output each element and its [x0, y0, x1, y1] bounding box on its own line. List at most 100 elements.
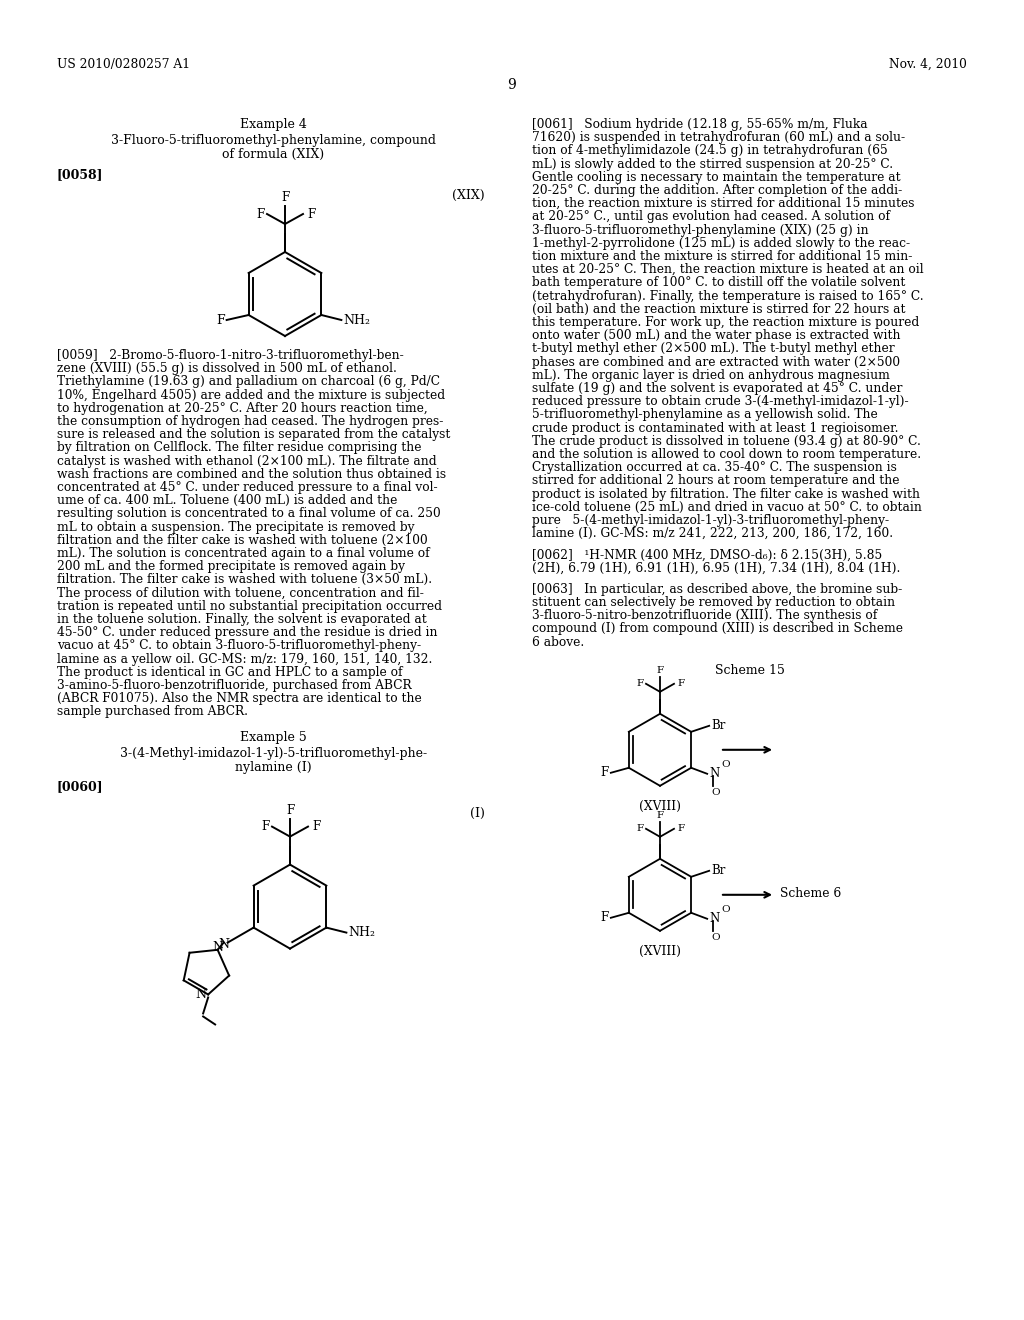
Text: Crystallization occurred at ca. 35-40° C. The suspension is: Crystallization occurred at ca. 35-40° C…	[532, 461, 897, 474]
Text: F: F	[637, 680, 644, 688]
Text: Gentle cooling is necessary to maintain the temperature at: Gentle cooling is necessary to maintain …	[532, 170, 901, 183]
Text: sulfate (19 g) and the solvent is evaporated at 45° C. under: sulfate (19 g) and the solvent is evapor…	[532, 381, 902, 395]
Text: of formula (XIX): of formula (XIX)	[222, 148, 325, 161]
Text: filtration. The filter cake is washed with toluene (3×50 mL).: filtration. The filter cake is washed wi…	[57, 573, 432, 586]
Text: catalyst is washed with ethanol (2×100 mL). The filtrate and: catalyst is washed with ethanol (2×100 m…	[57, 454, 436, 467]
Text: F: F	[216, 314, 224, 326]
Text: [0063]   In particular, as described above, the bromine sub-: [0063] In particular, as described above…	[532, 583, 902, 595]
Text: (XIX): (XIX)	[453, 189, 485, 202]
Text: this temperature. For work up, the reaction mixture is poured: this temperature. For work up, the react…	[532, 315, 920, 329]
Text: nylamine (I): nylamine (I)	[236, 760, 312, 774]
Text: tion, the reaction mixture is stirred for additional 15 minutes: tion, the reaction mixture is stirred fo…	[532, 197, 914, 210]
Text: Scheme 6: Scheme 6	[780, 887, 842, 900]
Text: [0061]   Sodium hydride (12.18 g, 55-65% m/m, Fluka: [0061] Sodium hydride (12.18 g, 55-65% m…	[532, 117, 867, 131]
Text: to hydrogenation at 20-25° C. After 20 hours reaction time,: to hydrogenation at 20-25° C. After 20 h…	[57, 401, 428, 414]
Text: stirred for additional 2 hours at room temperature and the: stirred for additional 2 hours at room t…	[532, 474, 899, 487]
Text: product is isolated by filtration. The filter cake is washed with: product is isolated by filtration. The f…	[532, 487, 920, 500]
Text: F: F	[637, 824, 644, 833]
Text: compound (I) from compound (XIII) is described in Scheme: compound (I) from compound (XIII) is des…	[532, 623, 903, 635]
Text: Br: Br	[712, 865, 726, 878]
Text: (oil bath) and the reaction mixture is stirred for 22 hours at: (oil bath) and the reaction mixture is s…	[532, 302, 905, 315]
Text: Scheme 15: Scheme 15	[715, 664, 784, 677]
Text: crude product is contaminated with at least 1 regioisomer.: crude product is contaminated with at le…	[532, 421, 898, 434]
Text: tion of 4-methylimidazole (24.5 g) in tetrahydrofuran (65: tion of 4-methylimidazole (24.5 g) in te…	[532, 144, 888, 157]
Text: bath temperature of 100° C. to distill off the volatile solvent: bath temperature of 100° C. to distill o…	[532, 276, 905, 289]
Text: F: F	[656, 810, 664, 820]
Text: (tetrahydrofuran). Finally, the temperature is raised to 165° C.: (tetrahydrofuran). Finally, the temperat…	[532, 289, 924, 302]
Text: onto water (500 mL) and the water phase is extracted with: onto water (500 mL) and the water phase …	[532, 329, 900, 342]
Text: F: F	[286, 804, 294, 817]
Text: F: F	[262, 820, 270, 833]
Text: F: F	[600, 911, 609, 924]
Text: tration is repeated until no substantial precipitation occurred: tration is repeated until no substantial…	[57, 599, 442, 612]
Text: Br: Br	[712, 719, 726, 733]
Text: O: O	[721, 904, 730, 913]
Text: (XVIII): (XVIII)	[639, 800, 681, 813]
Text: F: F	[600, 767, 609, 779]
Text: by filtration on Cellflock. The filter residue comprising the: by filtration on Cellflock. The filter r…	[57, 441, 422, 454]
Text: F: F	[677, 680, 684, 688]
Text: F: F	[281, 191, 289, 205]
Text: NH₂: NH₂	[348, 927, 376, 939]
Text: [0062]   ¹H-NMR (400 MHz, DMSO-d₆): δ 2.15(3H), 5.85: [0062] ¹H-NMR (400 MHz, DMSO-d₆): δ 2.15…	[532, 548, 883, 561]
Text: utes at 20-25° C. Then, the reaction mixture is heated at an oil: utes at 20-25° C. Then, the reaction mix…	[532, 263, 924, 276]
Text: N: N	[212, 941, 223, 954]
Text: 5-trifluoromethyl-phenylamine as a yellowish solid. The: 5-trifluoromethyl-phenylamine as a yello…	[532, 408, 878, 421]
Text: lamine as a yellow oil. GC-MS: m/z: 179, 160, 151, 140, 132.: lamine as a yellow oil. GC-MS: m/z: 179,…	[57, 652, 432, 665]
Text: ume of ca. 400 mL. Toluene (400 mL) is added and the: ume of ca. 400 mL. Toluene (400 mL) is a…	[57, 494, 397, 507]
Text: t-butyl methyl ether (2×500 mL). The t-butyl methyl ether: t-butyl methyl ether (2×500 mL). The t-b…	[532, 342, 895, 355]
Text: pure   5-(4-methyl-imidazol-1-yl)-3-trifluoromethyl-pheny-: pure 5-(4-methyl-imidazol-1-yl)-3-triflu…	[532, 513, 889, 527]
Text: vacuo at 45° C. to obtain 3-fluoro-5-trifluoromethyl-pheny-: vacuo at 45° C. to obtain 3-fluoro-5-tri…	[57, 639, 421, 652]
Text: sure is released and the solution is separated from the catalyst: sure is released and the solution is sep…	[57, 428, 451, 441]
Text: F: F	[257, 207, 265, 220]
Text: ice-cold toluene (25 mL) and dried in vacuo at 50° C. to obtain: ice-cold toluene (25 mL) and dried in va…	[532, 500, 922, 513]
Text: O: O	[721, 760, 730, 768]
Text: N: N	[218, 939, 229, 952]
Text: 9: 9	[508, 78, 516, 92]
Text: [0060]: [0060]	[57, 780, 103, 793]
Text: sample purchased from ABCR.: sample purchased from ABCR.	[57, 705, 248, 718]
Text: mL). The organic layer is dried on anhydrous magnesium: mL). The organic layer is dried on anhyd…	[532, 368, 890, 381]
Text: US 2010/0280257 A1: US 2010/0280257 A1	[57, 58, 190, 71]
Text: N: N	[710, 767, 720, 780]
Text: and the solution is allowed to cool down to room temperature.: and the solution is allowed to cool down…	[532, 447, 922, 461]
Text: F: F	[656, 665, 664, 675]
Text: The process of dilution with toluene, concentration and fil-: The process of dilution with toluene, co…	[57, 586, 424, 599]
Text: Triethylamine (19.63 g) and palladium on charcoal (6 g, Pd/C: Triethylamine (19.63 g) and palladium on…	[57, 375, 440, 388]
Text: 3-amino-5-fluoro-benzotrifluoride, purchased from ABCR: 3-amino-5-fluoro-benzotrifluoride, purch…	[57, 678, 412, 692]
Text: 1-methyl-2-pyrrolidone (125 mL) is added slowly to the reac-: 1-methyl-2-pyrrolidone (125 mL) is added…	[532, 236, 910, 249]
Text: The crude product is dissolved in toluene (93.4 g) at 80-90° C.: The crude product is dissolved in toluen…	[532, 434, 921, 447]
Text: phases are combined and are extracted with water (2×500: phases are combined and are extracted wi…	[532, 355, 900, 368]
Text: F: F	[307, 207, 315, 220]
Text: the consumption of hydrogen had ceased. The hydrogen pres-: the consumption of hydrogen had ceased. …	[57, 414, 443, 428]
Text: lamine (I). GC-MS: m/z 241, 222, 213, 200, 186, 172, 160.: lamine (I). GC-MS: m/z 241, 222, 213, 20…	[532, 527, 893, 540]
Text: wash fractions are combined and the solution thus obtained is: wash fractions are combined and the solu…	[57, 467, 446, 480]
Text: (2H), 6.79 (1H), 6.91 (1H), 6.95 (1H), 7.34 (1H), 8.04 (1H).: (2H), 6.79 (1H), 6.91 (1H), 6.95 (1H), 7…	[532, 561, 900, 574]
Text: (XVIII): (XVIII)	[639, 945, 681, 958]
Text: 3-Fluoro-5-trifluoromethyl-phenylamine, compound: 3-Fluoro-5-trifluoromethyl-phenylamine, …	[111, 135, 436, 147]
Text: 10%, Engelhard 4505) are added and the mixture is subjected: 10%, Engelhard 4505) are added and the m…	[57, 388, 445, 401]
Text: F: F	[677, 824, 684, 833]
Text: [0059]   2-Bromo-5-fluoro-1-nitro-3-trifluoromethyl-ben-: [0059] 2-Bromo-5-fluoro-1-nitro-3-triflu…	[57, 348, 403, 362]
Text: The product is identical in GC and HPLC to a sample of: The product is identical in GC and HPLC …	[57, 665, 402, 678]
Text: 6 above.: 6 above.	[532, 636, 585, 648]
Text: Nov. 4, 2010: Nov. 4, 2010	[889, 58, 967, 71]
Text: Example 4: Example 4	[240, 117, 307, 131]
Text: Example 5: Example 5	[240, 730, 307, 743]
Text: resulting solution is concentrated to a final volume of ca. 250: resulting solution is concentrated to a …	[57, 507, 440, 520]
Text: concentrated at 45° C. under reduced pressure to a final vol-: concentrated at 45° C. under reduced pre…	[57, 480, 437, 494]
Text: 200 mL and the formed precipitate is removed again by: 200 mL and the formed precipitate is rem…	[57, 560, 406, 573]
Text: filtration and the filter cake is washed with toluene (2×100: filtration and the filter cake is washed…	[57, 533, 428, 546]
Text: [0058]: [0058]	[57, 168, 103, 181]
Text: mL) is slowly added to the stirred suspension at 20-25° C.: mL) is slowly added to the stirred suspe…	[532, 157, 893, 170]
Text: N: N	[196, 987, 206, 1001]
Text: in the toluene solution. Finally, the solvent is evaporated at: in the toluene solution. Finally, the so…	[57, 612, 427, 626]
Text: mL). The solution is concentrated again to a final volume of: mL). The solution is concentrated again …	[57, 546, 430, 560]
Text: 3-(4-Methyl-imidazol-1-yl)-5-trifluoromethyl-phe-: 3-(4-Methyl-imidazol-1-yl)-5-trifluorome…	[120, 747, 427, 759]
Text: zene (XVIII) (55.5 g) is dissolved in 500 mL of ethanol.: zene (XVIII) (55.5 g) is dissolved in 50…	[57, 362, 397, 375]
Text: O: O	[712, 933, 720, 941]
Text: at 20-25° C., until gas evolution had ceased. A solution of: at 20-25° C., until gas evolution had ce…	[532, 210, 890, 223]
Text: 20-25° C. during the addition. After completion of the addi-: 20-25° C. during the addition. After com…	[532, 183, 902, 197]
Text: 3-fluoro-5-trifluoromethyl-phenylamine (XIX) (25 g) in: 3-fluoro-5-trifluoromethyl-phenylamine (…	[532, 223, 868, 236]
Text: mL to obtain a suspension. The precipitate is removed by: mL to obtain a suspension. The precipita…	[57, 520, 415, 533]
